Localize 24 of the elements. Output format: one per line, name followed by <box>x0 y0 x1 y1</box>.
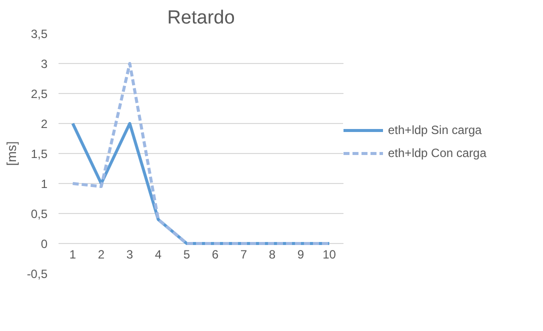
legend-label: eth+ldp Sin carga <box>388 123 482 137</box>
y-tick-label: 1,5 <box>30 147 48 161</box>
y-tick-label: 2,5 <box>30 87 48 101</box>
x-tick-label: 1 <box>69 248 76 262</box>
x-tick-label: 7 <box>240 248 248 262</box>
chart-title: Retardo <box>167 8 235 28</box>
x-tick-label: 5 <box>183 248 190 262</box>
x-tick-label: 4 <box>154 248 162 262</box>
legend-label: eth+ldp Con carga <box>388 146 486 160</box>
y-tick-label: 3 <box>40 57 48 71</box>
y-tick-label: 0,5 <box>30 207 48 221</box>
y-tick-label: 0 <box>40 237 48 251</box>
y-tick-label: 3,5 <box>30 27 48 41</box>
y-tick-label: 2 <box>40 117 48 131</box>
line-series <box>71 62 331 245</box>
x-tick-label: 9 <box>297 248 304 262</box>
y-axis-title: [ms] <box>4 141 19 166</box>
y-tick-label: -0,5 <box>26 267 48 281</box>
x-tick-label: 2 <box>98 248 105 262</box>
x-tick-label: 8 <box>268 248 276 262</box>
x-tick-label: 10 <box>322 248 336 262</box>
x-tick-label: 3 <box>126 248 134 262</box>
x-tick-label: 6 <box>212 248 219 262</box>
y-tick-label: 1 <box>40 177 48 191</box>
